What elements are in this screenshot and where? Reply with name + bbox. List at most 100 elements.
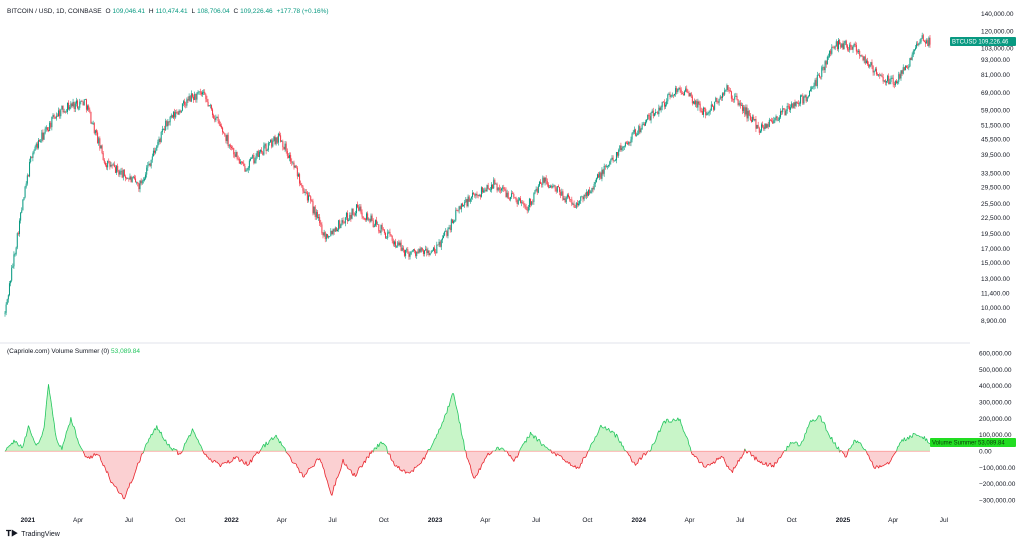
candle-body (863, 56, 865, 61)
candle-body (675, 88, 677, 95)
volume-line-segment (337, 474, 339, 478)
volume-line-segment (804, 432, 807, 434)
candle-body (290, 155, 292, 162)
volume-line-segment (842, 452, 845, 455)
volume-line-segment (107, 471, 110, 477)
candle-body (806, 96, 808, 102)
price-tick-label: 22,500.00 (981, 215, 1010, 222)
volume-line-segment (536, 439, 539, 442)
volume-line-segment (500, 447, 502, 450)
candle-body (454, 220, 456, 222)
volume-line-segment (891, 455, 894, 458)
volume-line-segment (831, 436, 834, 443)
candle-body (436, 244, 438, 254)
volume-line-segment (285, 452, 288, 454)
candle-body (649, 116, 651, 121)
tradingview-brand[interactable]: 𝐓▶ TradingView (6, 529, 60, 539)
candle-body (724, 90, 726, 95)
candle-body (797, 103, 799, 104)
volume-line-segment (40, 435, 43, 439)
candle-body (35, 143, 37, 147)
candle-body (213, 115, 215, 119)
candle-body (199, 91, 201, 93)
volume-line-segment (674, 419, 676, 422)
candle-body (726, 85, 728, 90)
candle-body (426, 248, 428, 254)
candle-body (709, 110, 711, 113)
candle-body (880, 75, 882, 77)
candle-body (73, 101, 75, 110)
candle-body (786, 105, 788, 112)
price-axis[interactable]: 140,000.00 120,000.00 103,000.00 93,000.00 8… (981, 11, 1014, 325)
candle-body (816, 75, 818, 86)
indicator-axis[interactable]: 600,000.00 500,000.00 400,000.00 300,000.00… (979, 351, 1016, 505)
volume-line-segment (746, 451, 749, 454)
candle-body (553, 185, 555, 187)
candle-body (360, 206, 362, 213)
candle-body (276, 137, 278, 143)
candle-body (273, 136, 275, 141)
candle-body (212, 109, 214, 116)
volume-line-segment (12, 439, 15, 445)
candle-body (719, 96, 721, 99)
volume-line-segment (456, 408, 459, 414)
candle-body (155, 150, 157, 153)
volume-line-segment (741, 455, 743, 459)
candle-body (136, 181, 138, 183)
volume-line-segment (33, 440, 36, 444)
volume-line-segment (765, 462, 768, 467)
candle-body (91, 123, 93, 125)
candle-body (295, 165, 297, 168)
volume-line-segment (309, 467, 312, 469)
volume-line-segment (878, 465, 881, 469)
volume-line-segment (525, 436, 528, 443)
candle-body (669, 93, 671, 97)
volume-line-segment (449, 396, 452, 402)
candle-body (843, 42, 845, 50)
candle-body (44, 128, 46, 133)
candle-body (20, 212, 22, 221)
volume-line-segment (38, 440, 40, 444)
candle-body (570, 199, 572, 201)
candle-body (300, 183, 302, 186)
volume-line-segment (381, 442, 384, 445)
volume-line-segment (604, 426, 607, 431)
time-axis[interactable]: 2021 Apr Jul Oct 2022 Apr Jul Oct 2023 Apr Jul Oct 2… (21, 517, 949, 524)
volume-line-segment (826, 431, 829, 434)
volume-line-segment (884, 464, 886, 466)
volume-line-segment (843, 453, 846, 458)
candle-body (92, 123, 94, 124)
volume-line-segment (876, 465, 878, 467)
candle-body (285, 143, 287, 151)
price-tick-label: 120,000.00 (981, 28, 1014, 35)
volume-line-segment (874, 465, 877, 469)
candle-body (840, 44, 842, 48)
candle-body (573, 203, 575, 208)
candle-body (758, 128, 760, 133)
candle-body (745, 107, 747, 115)
volume-line-segment (124, 496, 126, 500)
volume-line-segment (687, 439, 690, 446)
symbol-header[interactable]: BITCOIN / USD, 1D, COINBASE O 109,046.41 … (7, 8, 331, 15)
volume-line-segment (291, 461, 294, 464)
candle-body (387, 232, 389, 239)
volume-line-segment (219, 464, 222, 468)
indicator-header[interactable]: (Capriole.com) Volume Summer (0) 53,089.… (7, 348, 140, 355)
volume-line-segment (134, 471, 136, 475)
candle-body (111, 165, 113, 166)
volume-line-segment (654, 440, 656, 444)
volume-line-segment (329, 489, 332, 494)
volume-line-segment (898, 442, 901, 447)
candle-body (781, 111, 783, 113)
candle-body (6, 299, 8, 305)
candle-body (410, 251, 412, 254)
volume-line-segment (885, 463, 887, 465)
candle-body (637, 133, 639, 135)
volume-line-segment (790, 441, 792, 444)
candle-body (888, 75, 890, 85)
candle-body (767, 124, 769, 127)
volume-line-segment (502, 448, 505, 450)
price-tag-label: BTCUSD 109,226.46 (952, 40, 1009, 46)
volume-line-segment (201, 446, 203, 451)
time-tick-label: Apr (888, 517, 899, 524)
